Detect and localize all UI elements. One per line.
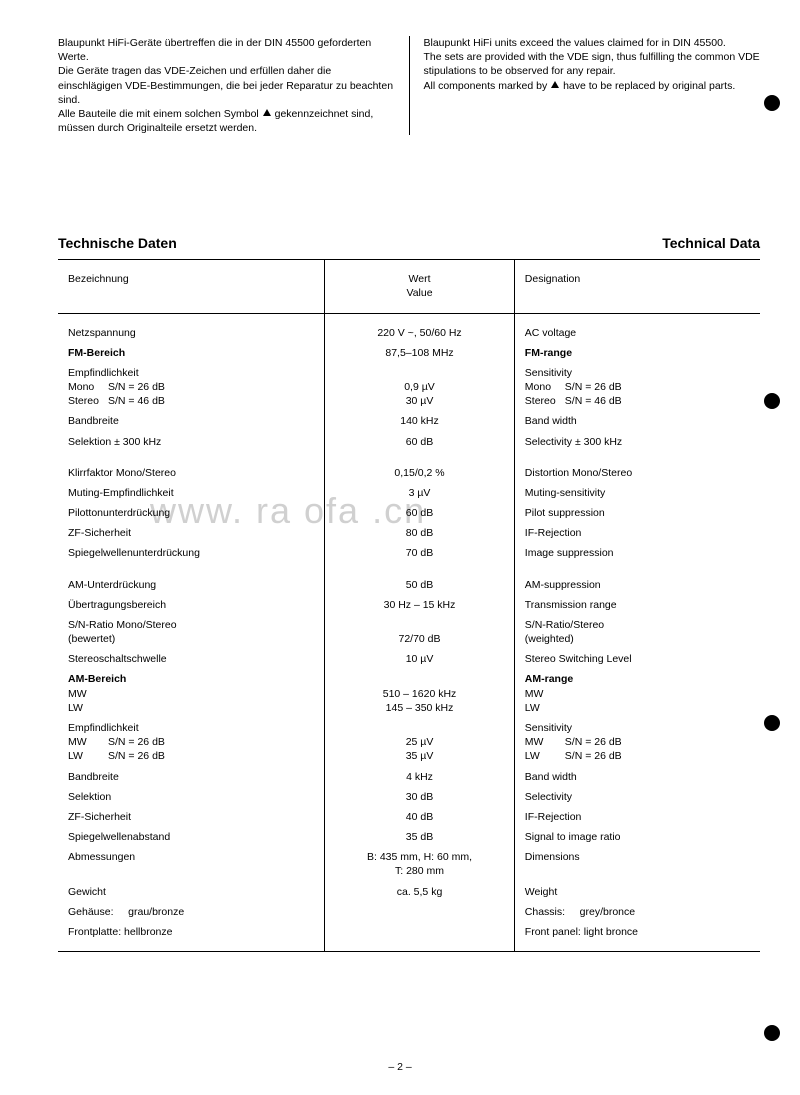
table-row: Stereoschaltschwelle10 µVStereo Switchin… (58, 649, 760, 669)
table-row: EmpfindlichkeitMWS/N = 26 dBLWS/N = 26 d… (58, 718, 760, 767)
table-row: Gehäuse: grau/bronzeChassis: grey/bronce (58, 902, 760, 922)
punch-hole-dot (764, 393, 780, 409)
punch-hole-dot (764, 95, 780, 111)
table-row: Bandbreite140 kHzBand width (58, 411, 760, 431)
table-row: EmpfindlichkeitMonoS/N = 26 dBStereoS/N … (58, 363, 760, 412)
warning-icon (263, 109, 271, 116)
intro-german: Blaupunkt HiFi-Geräte übertreffen die in… (58, 36, 409, 135)
table-row: Muting-Empfindlichkeit3 µVMuting-sensiti… (58, 483, 760, 503)
table-row: Übertragungsbereich30 Hz – 15 kHzTransmi… (58, 595, 760, 615)
table-row: AbmessungenB: 435 mm, H: 60 mm,T: 280 mm… (58, 847, 760, 881)
table-row: AM-Unterdrückung50 dBAM-suppression (58, 575, 760, 595)
table-row: Selektion30 dBSelectivity (58, 787, 760, 807)
heading-en: Technical Data (662, 235, 760, 251)
heading-de: Technische Daten (58, 235, 177, 251)
table-row: Gewichtca. 5,5 kgWeight (58, 882, 760, 902)
table-row: Frontplatte: hellbronzeFront panel: ligh… (58, 922, 760, 952)
table-row: FM-Bereich87,5–108 MHzFM-range (58, 343, 760, 363)
table-row: S/N-Ratio Mono/Stereo(bewertet)72/70 dBS… (58, 615, 760, 649)
table-row: Spiegelwellenunterdrückung70 dBImage sup… (58, 543, 760, 574)
intro-de-p3: Alle Bauteile die mit einem solchen Symb… (58, 107, 395, 135)
table-headings: Technische Daten Technical Data (58, 235, 760, 251)
table-row: AM-BereichMWLW510 – 1620 kHz145 – 350 kH… (58, 669, 760, 718)
table-row: Pilottonunterdrückung60 dBPilot suppress… (58, 503, 760, 523)
punch-hole-dot (764, 1025, 780, 1041)
punch-hole-dot (764, 715, 780, 731)
intro-columns: Blaupunkt HiFi-Geräte übertreffen die in… (58, 36, 760, 135)
th-designation: Designation (514, 260, 760, 313)
intro-en-p2: The sets are provided with the VDE sign,… (424, 50, 761, 78)
th-bezeichnung: Bezeichnung (58, 260, 325, 313)
table-row: Selektion ± 300 kHz60 dBSelectivity ± 30… (58, 432, 760, 463)
table-row: ZF-Sicherheit40 dBIF-Rejection (58, 807, 760, 827)
warning-icon (551, 81, 559, 88)
table-row: Klirrfaktor Mono/Stereo0,15/0,2 %Distort… (58, 463, 760, 483)
page-number: – 2 – (0, 1061, 800, 1073)
table-row: Spiegelwellenabstand35 dBSignal to image… (58, 827, 760, 847)
intro-de-p2: Die Geräte tragen das VDE-Zeichen und er… (58, 64, 395, 107)
table-row: ZF-Sicherheit80 dBIF-Rejection (58, 523, 760, 543)
intro-en-p1: Blaupunkt HiFi units exceed the values c… (424, 36, 761, 50)
table-row: Bandbreite4 kHzBand width (58, 767, 760, 787)
intro-de-p1: Blaupunkt HiFi-Geräte übertreffen die in… (58, 36, 395, 64)
specs-table: Bezeichnung WertValue Designation Netzsp… (58, 259, 760, 952)
table-row: Netzspannung220 V ~, 50/60 HzAC voltage (58, 313, 760, 343)
intro-english: Blaupunkt HiFi units exceed the values c… (409, 36, 761, 135)
th-wert: WertValue (325, 260, 515, 313)
intro-en-p3: All components marked by have to be repl… (424, 79, 761, 93)
